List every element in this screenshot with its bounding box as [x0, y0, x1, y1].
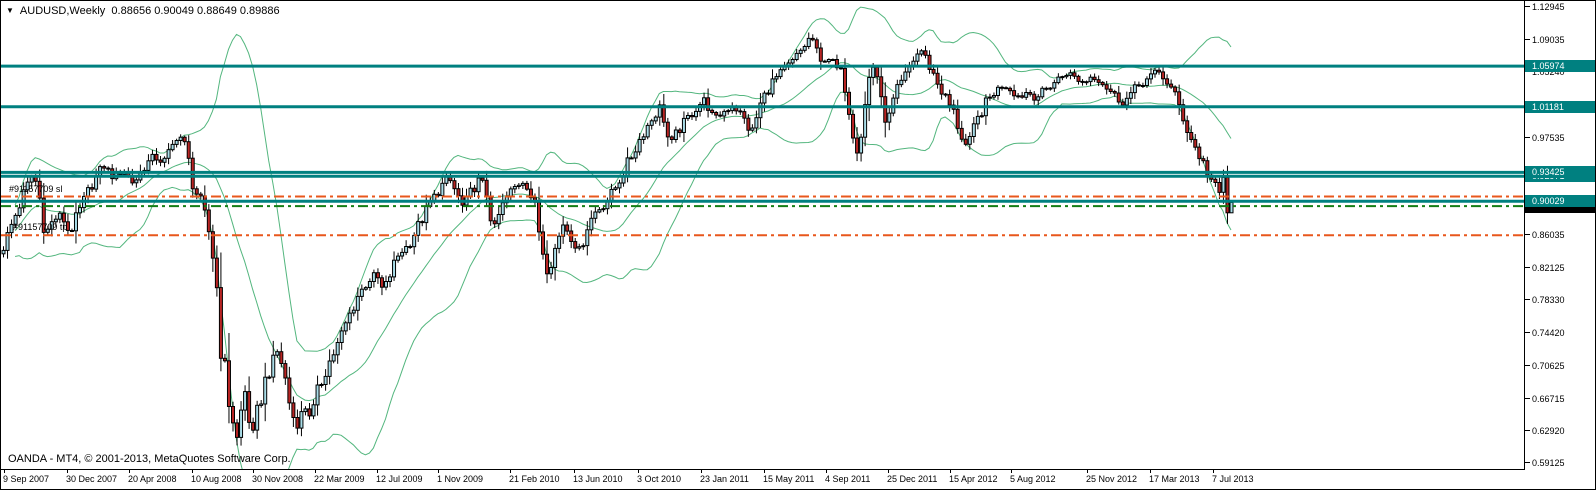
level-price-label: 0.93425	[1525, 166, 1595, 178]
time-tick-mark	[701, 470, 702, 473]
time-tick-mark	[1213, 470, 1214, 473]
time-tick-mark	[129, 470, 130, 473]
x-axis-label: 20 Apr 2008	[128, 474, 177, 484]
horizontal-lines[interactable]	[1, 64, 1524, 203]
ohlc-readout: 0.88656 0.90049 0.88649 0.89886	[111, 5, 280, 17]
chart-plot-area[interactable]: ▼ AUDUSD,Weekly 0.88656 0.90049 0.88649 0…	[1, 1, 1525, 470]
trade-lines[interactable]	[1, 195, 1524, 237]
x-axis-label: 4 Sep 2011	[825, 474, 871, 484]
candles-layer	[1, 32, 1234, 446]
time-tick-mark	[764, 470, 765, 473]
tick-mark	[1525, 462, 1530, 463]
time-tick-mark	[438, 470, 439, 473]
chart-title: ▼ AUDUSD,Weekly 0.88656 0.90049 0.88649 0…	[6, 5, 280, 17]
y-axis-tick: 0.70625	[1525, 361, 1565, 371]
y-axis-tick: 1.09035	[1525, 35, 1565, 45]
x-axis-label: 21 Feb 2010	[509, 474, 560, 484]
x-axis-label: 10 Aug 2008	[191, 474, 242, 484]
x-axis-label: 5 Aug 2012	[1010, 474, 1056, 484]
x-axis-label: 30 Nov 2008	[252, 474, 304, 484]
y-axis-tick: 0.59125	[1525, 458, 1565, 468]
y-axis-tick: 0.78330	[1525, 295, 1565, 305]
time-tick-mark	[826, 470, 827, 473]
time-tick-mark	[1150, 470, 1151, 473]
time-tick-mark	[950, 470, 951, 473]
time-axis[interactable]: 9 Sep 2007 30 Dec 2007 20 Apr 2008 10 Aug 2…	[1, 470, 1524, 489]
price-axis[interactable]: 1.129451.090351.052401.013300.975350.936…	[1525, 1, 1595, 469]
tick-mark	[1525, 299, 1530, 300]
x-axis-label: 12 Jul 2009	[376, 474, 423, 484]
tick-mark	[1525, 137, 1530, 138]
level-price-label: 1.05974	[1525, 60, 1595, 72]
tick-mark	[1525, 6, 1530, 7]
tick-mark	[1525, 267, 1530, 268]
tick-mark	[1525, 332, 1530, 333]
y-axis-tick: 0.86035	[1525, 230, 1565, 240]
level-price-label: 0.90029	[1525, 195, 1595, 207]
time-tick-mark	[253, 470, 254, 473]
tick-mark	[1525, 39, 1530, 40]
x-axis-label: 9 Sep 2007	[3, 474, 50, 484]
symbol-period-label: AUDUSD,Weekly	[19, 5, 106, 17]
bollinger-bands	[14, 6, 1232, 469]
x-axis-label: 7 Jul 2013	[1212, 474, 1254, 484]
time-tick-mark	[1011, 470, 1012, 473]
time-tick-mark	[510, 470, 511, 473]
time-tick-mark	[377, 470, 378, 473]
x-axis-label: 13 Jun 2010	[573, 474, 623, 484]
y-axis-tick: 0.82125	[1525, 263, 1565, 273]
tick-mark	[1525, 365, 1530, 366]
x-axis-label: 25 Dec 2011	[887, 474, 938, 484]
x-axis-label: 15 Apr 2012	[949, 474, 998, 484]
level-price-label: 1.01181	[1525, 101, 1595, 113]
x-axis-label: 30 Dec 2007	[66, 474, 118, 484]
x-axis-label: 22 Mar 2009	[314, 474, 365, 484]
candlestick-chart[interactable]	[1, 1, 1524, 469]
tick-mark	[1525, 398, 1530, 399]
time-tick-mark	[574, 470, 575, 473]
copyright-text: OANDA - MT4, © 2001-2013, MetaQuotes Sof…	[8, 453, 291, 465]
time-tick-mark	[638, 470, 639, 473]
y-axis-tick: 1.12945	[1525, 2, 1565, 12]
x-axis-label: 3 Oct 2010	[637, 474, 682, 484]
time-tick-mark	[888, 470, 889, 473]
x-axis-label: 1 Nov 2009	[437, 474, 484, 484]
y-axis-tick: 0.62920	[1525, 426, 1565, 436]
time-tick-mark	[315, 470, 316, 473]
trade-tp-label: #91157709 tp	[13, 222, 68, 232]
y-axis-tick: 0.74420	[1525, 328, 1565, 338]
tick-mark	[1525, 234, 1530, 235]
time-tick-mark	[1087, 470, 1088, 473]
x-axis-label: 25 Nov 2012	[1086, 474, 1138, 484]
x-axis-label: 23 Jan 2011	[700, 474, 749, 484]
x-axis-label: 17 Mar 2013	[1149, 474, 1200, 484]
y-axis-tick: 0.97535	[1525, 133, 1565, 143]
tick-mark	[1525, 430, 1530, 431]
time-tick-mark	[67, 470, 68, 473]
time-tick-mark	[4, 470, 5, 473]
y-axis-tick: 0.66715	[1525, 394, 1565, 404]
trade-sl-label: #91157709 sl	[9, 184, 63, 194]
x-axis-label: 15 May 2011	[763, 474, 815, 484]
symbol-dropdown-icon[interactable]: ▼	[6, 6, 14, 15]
time-tick-mark	[192, 470, 193, 473]
